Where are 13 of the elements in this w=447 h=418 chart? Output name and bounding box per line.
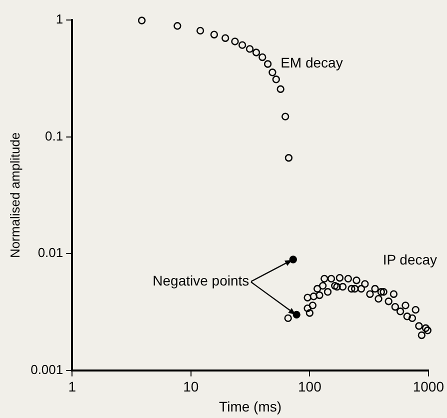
- x-tick-label: 10: [183, 378, 199, 395]
- x-tick-label: 100: [298, 378, 322, 395]
- y-tick-label: 0.01: [38, 245, 64, 260]
- y-tick-label: 1: [56, 12, 64, 27]
- x-axis-title: Time (ms): [219, 398, 282, 414]
- annotation: IP decay: [382, 252, 438, 268]
- y-tick-label: 0.001: [30, 362, 64, 377]
- annotation: Negative points: [152, 272, 250, 288]
- x-tick-label: 1000: [412, 378, 444, 395]
- y-tick-label: 0.1: [45, 128, 64, 144]
- annotation: EM decay: [280, 54, 343, 71]
- x-tick-label: 1: [68, 378, 76, 395]
- y-axis-title: Normalised amplitude: [7, 132, 22, 258]
